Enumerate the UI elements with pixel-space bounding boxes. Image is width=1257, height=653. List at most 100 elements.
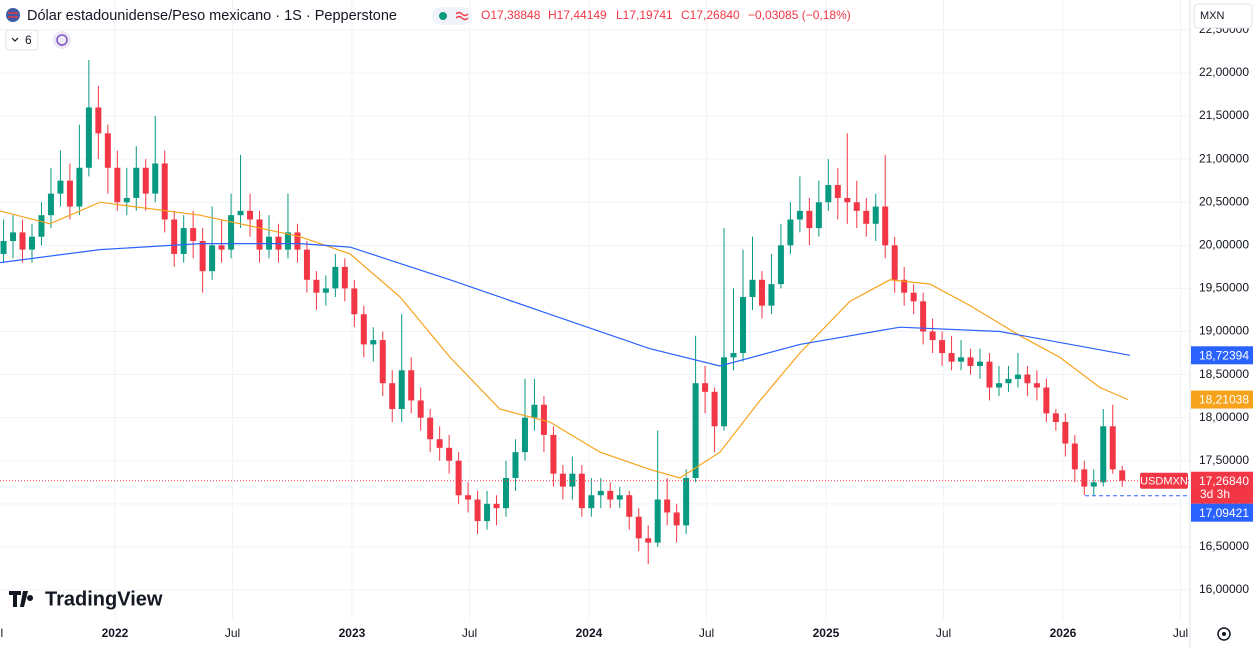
candle-body xyxy=(815,202,822,229)
symbol-label-box xyxy=(1140,472,1188,489)
candle-body xyxy=(38,215,45,237)
candle-body xyxy=(1005,378,1012,384)
candle-body xyxy=(171,219,178,254)
ohlc-value: C17,26840 xyxy=(681,8,740,22)
y-tick-label: 16,50000 xyxy=(1199,539,1249,553)
y-tick-label: 18,50000 xyxy=(1199,367,1249,381)
y-tick-label: 19,00000 xyxy=(1199,324,1249,338)
candle-body xyxy=(218,245,225,250)
ma-line xyxy=(0,243,1131,367)
settings-button[interactable] xyxy=(1217,627,1231,641)
x-tick-label: 2025 xyxy=(813,626,840,640)
currency-button[interactable] xyxy=(1193,3,1253,29)
x-tick-label: 2022 xyxy=(102,626,129,640)
candle-body xyxy=(1014,374,1021,379)
indicators-toggle[interactable] xyxy=(5,29,39,51)
candle-body xyxy=(768,284,775,306)
candle-body xyxy=(1062,421,1069,444)
candle-body xyxy=(834,185,841,198)
countdown: 3d 3h xyxy=(1200,487,1230,501)
candle-body xyxy=(256,219,263,250)
candle-body xyxy=(114,167,121,203)
candle-body xyxy=(872,206,879,224)
candle-body xyxy=(465,495,472,500)
candle-body xyxy=(1081,469,1088,487)
x-tick-label: Jul xyxy=(936,626,951,640)
candle-body xyxy=(654,499,661,543)
candle-body xyxy=(1043,387,1050,414)
candle-body xyxy=(995,383,1002,388)
candle-body xyxy=(825,185,832,203)
candle-body xyxy=(740,297,747,354)
y-tick-label: 20,50000 xyxy=(1199,194,1249,208)
candle-body xyxy=(948,353,955,362)
candle-body xyxy=(351,288,358,315)
x-tick-label: 2026 xyxy=(1050,626,1077,640)
candle-body xyxy=(209,245,216,272)
candle-body xyxy=(427,417,434,440)
candle-body xyxy=(47,193,54,216)
candle-body xyxy=(28,236,35,250)
candle-body xyxy=(844,197,851,203)
price-label: 18,72394 xyxy=(1199,348,1249,362)
candle-body xyxy=(863,210,870,224)
candle-body xyxy=(721,357,728,427)
candle-body xyxy=(474,499,481,522)
status-icon xyxy=(455,11,469,21)
candle-body xyxy=(408,370,415,401)
logo-text: TradingView xyxy=(45,588,163,610)
chart-title: Dólar estadounidense/Peso mexicano · 1S … xyxy=(27,8,397,24)
candle-body xyxy=(1024,374,1031,384)
candle-body xyxy=(95,107,102,134)
candle-body xyxy=(322,288,329,293)
candle-body xyxy=(673,512,680,526)
ohlc-legend: O17,38848 H17,44149 L17,19741 C17,26840 −0,0… xyxy=(481,8,851,22)
x-tick-label: Jul xyxy=(1173,626,1188,640)
candle-body xyxy=(939,340,946,354)
candle-body xyxy=(758,279,765,306)
candle-body xyxy=(531,404,538,418)
candle-body xyxy=(967,357,974,366)
candle-body xyxy=(228,215,235,250)
candle-body xyxy=(626,495,633,517)
refresh-button[interactable] xyxy=(53,31,71,49)
candle-body xyxy=(303,249,310,280)
candle-body xyxy=(521,417,528,453)
candle-body xyxy=(237,210,244,216)
x-tick-label: Jul xyxy=(0,626,3,640)
candle-body xyxy=(313,279,320,293)
candle-body xyxy=(0,241,7,254)
refresh-icon xyxy=(56,34,68,46)
ohlc-value: L17,19741 xyxy=(616,8,673,22)
x-tick-label: Jul xyxy=(699,626,714,640)
candle-body xyxy=(616,495,623,500)
candle-body xyxy=(806,210,813,229)
candle-body xyxy=(436,439,443,448)
candle-body xyxy=(901,279,908,293)
price-label-box xyxy=(1191,390,1253,409)
candle-body xyxy=(332,266,339,289)
candle-body xyxy=(569,473,576,487)
grid xyxy=(0,0,1190,620)
currency: MXN xyxy=(1200,10,1225,22)
status-pill[interactable] xyxy=(432,7,472,25)
candle-body xyxy=(1071,443,1078,470)
candle-body xyxy=(891,245,898,280)
candle-body xyxy=(503,477,510,509)
candle-body xyxy=(341,266,348,289)
candle-body xyxy=(1033,383,1040,388)
candle-body xyxy=(1119,470,1126,481)
candle-body xyxy=(398,370,405,410)
candle-body xyxy=(882,206,889,246)
y-tick-label: 18,00000 xyxy=(1199,410,1249,424)
candle-body xyxy=(493,503,500,509)
candle-body xyxy=(142,167,149,194)
candle-body xyxy=(787,219,794,246)
candle-body xyxy=(683,477,690,526)
candle-body xyxy=(540,404,547,435)
candle-body xyxy=(853,202,860,211)
flag-stripes xyxy=(8,12,18,18)
ohlc-value: H17,44149 xyxy=(548,8,607,22)
